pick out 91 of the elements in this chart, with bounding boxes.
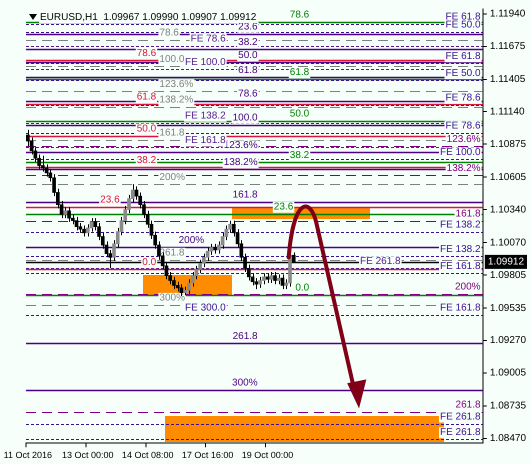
- annotation: FE 50.0: [446, 68, 481, 79]
- annotation: 100.0: [159, 54, 185, 66]
- annotation: 138.2%: [159, 94, 194, 106]
- annotation: 138.2%: [224, 156, 258, 168]
- annotation: FE 300.0: [185, 302, 226, 314]
- y-tick-label: 1.11405: [490, 74, 526, 86]
- y-tick-label: 1.11140: [490, 106, 525, 118]
- annotation: 38.2: [136, 155, 157, 166]
- candlestick: [276, 274, 281, 285]
- annotation: 123.6%: [159, 78, 194, 90]
- chart-title: EURUSD,H1 1.09967 1.09990 1.09907 1.09912: [40, 12, 257, 23]
- annotation: 300%: [232, 378, 258, 389]
- annotation: 200%: [454, 282, 481, 293]
- annotation: 123.6%: [224, 140, 258, 152]
- x-tick-label: 17 Oct 16:00: [182, 450, 234, 460]
- annotation: FE 138.2: [440, 244, 481, 256]
- annotation: FE 50.0: [446, 20, 481, 30]
- candlestick: [213, 243, 217, 254]
- y-tick-label: 1.11675: [490, 41, 526, 52]
- annotation: FE 161.8: [440, 302, 481, 314]
- annotation: FE 261.8: [440, 411, 481, 422]
- annotation: 78.6: [238, 88, 258, 100]
- annotation: FE 78.6: [190, 33, 226, 44]
- annotation: FE 138.2: [440, 219, 481, 230]
- annotation: 61.8: [136, 92, 157, 103]
- annotation: 0.0: [295, 282, 310, 294]
- candlestick: [176, 281, 180, 292]
- annotation: FE 61.8: [446, 51, 481, 62]
- y-tick-label: 1.09805: [490, 270, 526, 281]
- annotation: 78.6: [159, 27, 180, 38]
- candlestick: [262, 272, 266, 285]
- y-tick-label: 1.09005: [490, 368, 526, 379]
- candlestick: [266, 272, 270, 284]
- annotation: 161.8: [232, 190, 258, 201]
- candlestick: [86, 224, 90, 237]
- y-tick-label: 1.09270: [490, 335, 526, 346]
- y-tick-label: 1.10070: [490, 237, 526, 248]
- candlestick: [74, 216, 78, 231]
- candlestick: [67, 206, 71, 222]
- y-tick-label: 1.08735: [490, 400, 526, 412]
- y-tick-label: 1.08470: [490, 433, 526, 444]
- annotation: 78.6: [290, 10, 310, 21]
- annotation: FE 138.2: [185, 110, 226, 122]
- candlestick: [280, 274, 284, 290]
- annotation: 23.6: [100, 194, 120, 206]
- y-tick-label: 1.09535: [490, 302, 526, 314]
- annotation: FE 100.0: [185, 57, 226, 68]
- annotation: 38.2: [238, 37, 258, 48]
- annotation: 50.0: [290, 108, 310, 120]
- annotation: 50.0: [238, 50, 258, 62]
- annotation: 61.8: [290, 66, 310, 78]
- annotation: 138.2%: [446, 162, 481, 174]
- candlestick: [273, 271, 277, 285]
- candlestick: [172, 276, 176, 290]
- annotation: 261.8: [232, 331, 258, 342]
- y-tick-label: 1.10340: [490, 204, 526, 216]
- annotation: 50.0: [136, 123, 157, 134]
- annotation: FE 161.8: [440, 260, 481, 272]
- annotation: 61.8: [238, 65, 258, 76]
- annotation: 123.6%: [446, 134, 481, 146]
- annotation: 38.2: [290, 150, 310, 162]
- x-tick-label: 14 Oct 08:00: [122, 450, 174, 460]
- candlestick: [41, 155, 45, 172]
- candlestick: [63, 206, 68, 219]
- candlestick: [258, 276, 262, 288]
- annotation: 100.0: [232, 112, 258, 124]
- y-tick-label: 1.11940: [490, 8, 526, 20]
- annotation: FE 161.8: [185, 135, 226, 146]
- annotation: 78.6: [136, 48, 157, 60]
- annotation: 261.8: [456, 399, 481, 410]
- annotation: 23.6: [274, 201, 294, 212]
- annotation: FE 261.8: [360, 256, 402, 268]
- annotation: FE 78.6: [446, 92, 481, 104]
- ref-line-label: 1.09912: [488, 256, 524, 268]
- annotation: 300%: [159, 292, 186, 304]
- annotation: FE 100.0: [440, 147, 481, 158]
- x-tick-label: 11 Oct 2016: [4, 450, 52, 460]
- annotation: FE 78.6: [446, 120, 481, 132]
- annotation: FE 261.8: [440, 427, 481, 438]
- y-tick-label: 1.10875: [490, 138, 526, 150]
- x-tick-label: 19 Oct 00:00: [242, 450, 294, 460]
- annotation: 200%: [159, 172, 186, 183]
- x-tick-label: 13 Oct 00:00: [62, 450, 114, 460]
- annotation: 0.0: [142, 256, 157, 268]
- y-tick-label: 1.10605: [490, 172, 526, 183]
- candlestick: [187, 278, 191, 294]
- candlestick: [82, 224, 86, 237]
- candlestick: [90, 218, 94, 232]
- annotation: 200%: [178, 235, 204, 246]
- annotation: 161.8: [159, 127, 185, 138]
- annotation: 161.8: [456, 208, 481, 220]
